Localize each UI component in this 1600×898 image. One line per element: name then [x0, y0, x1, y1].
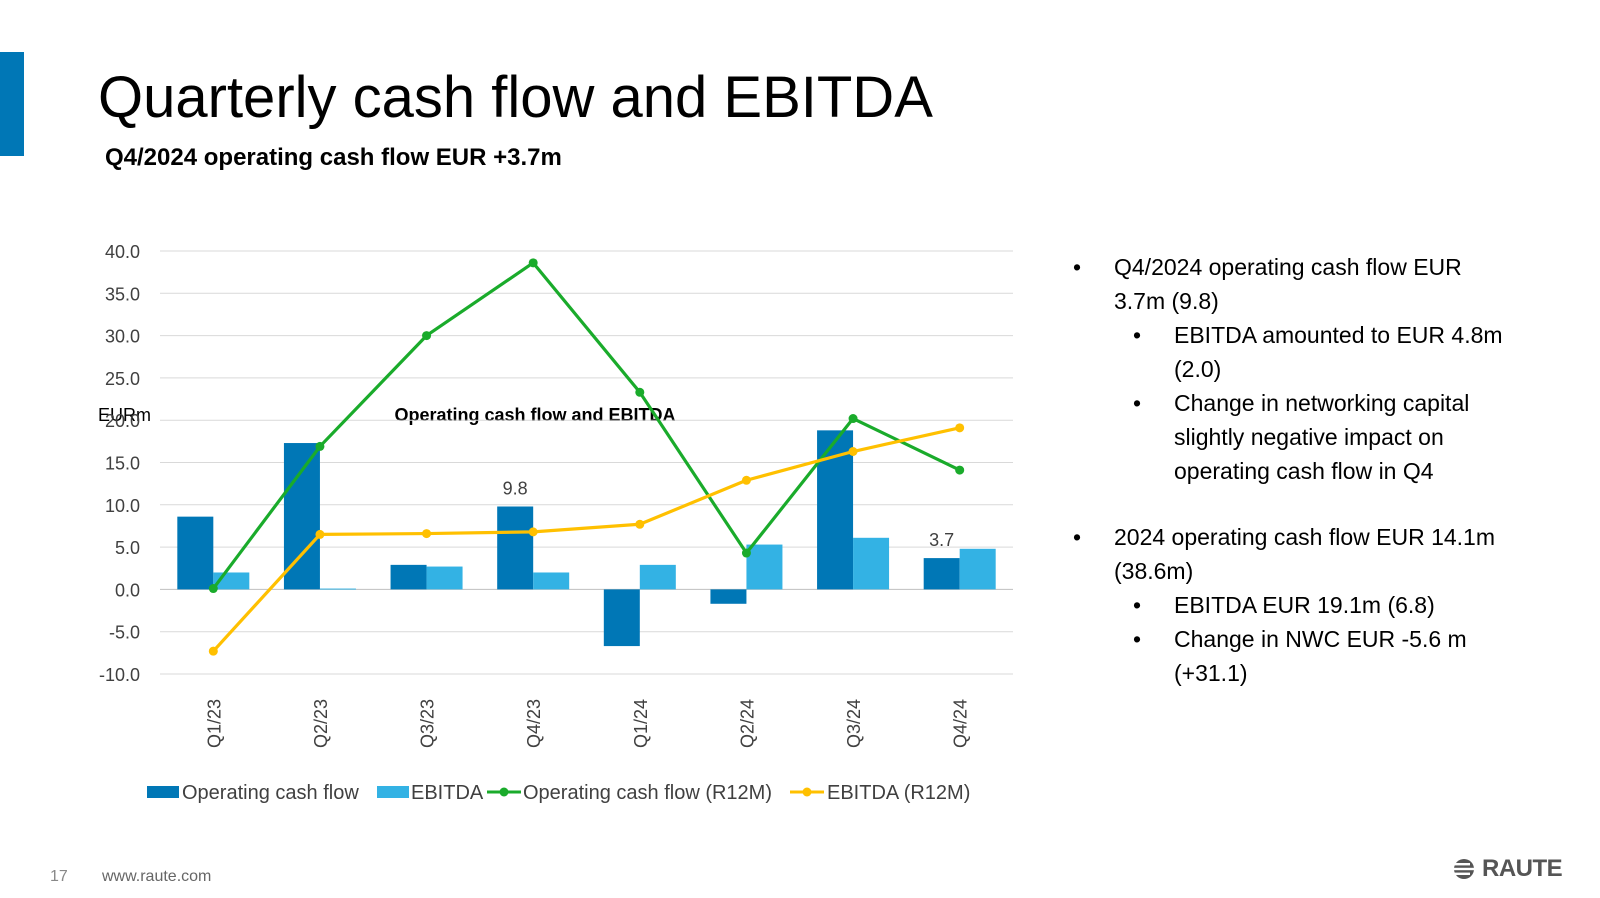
- point-ebitda-r12m: [422, 529, 432, 539]
- y-tick-label: 10.0: [105, 496, 140, 516]
- slide-title: Quarterly cash flow and EBITDA: [98, 65, 933, 130]
- raute-logo-icon: [1452, 859, 1474, 879]
- line-ebitda-r12m: [212, 426, 961, 653]
- bullet-list: • Q4/2024 operating cash flow EUR 3.7m (9.…: [1070, 250, 1540, 690]
- point-operating-cash-flow-r12m: [635, 387, 645, 397]
- bar-operating-cash-flow: [390, 564, 427, 590]
- bar-operating-cash-flow: [923, 558, 960, 590]
- bullet-dot-icon: •: [1073, 254, 1082, 280]
- y-tick-label: 40.0: [105, 242, 140, 262]
- bar-operating-cash-flow: [603, 589, 640, 647]
- bullet-text-line: EBITDA amounted to EUR 4.8m: [1174, 322, 1503, 348]
- bullet-dot-icon: •: [1073, 524, 1082, 550]
- point-ebitda-r12m: [848, 447, 858, 457]
- bullet-text-line: slightly negative impact on: [1174, 424, 1444, 450]
- bullet-text-line: (+31.1): [1174, 660, 1248, 686]
- bullet-text-line: operating cash flow in Q4: [1174, 458, 1434, 484]
- bullet-text-line: Q4/2024 operating cash flow EUR: [1114, 254, 1462, 280]
- x-tick-label: Q3/23: [418, 699, 438, 748]
- bar-ebitda: [746, 544, 783, 590]
- x-tick-label: Q2/24: [737, 699, 757, 748]
- y-tick-label: 5.0: [115, 538, 140, 558]
- raute-logo: RAUTE: [1452, 855, 1563, 883]
- x-tick-label: Q2/23: [311, 699, 331, 748]
- bar-ebitda: [853, 537, 890, 590]
- point-operating-cash-flow-r12m: [315, 441, 325, 451]
- legend-label: Operating cash flow: [182, 782, 359, 804]
- bullet-dot-icon: •: [1133, 626, 1142, 652]
- x-tick-label: Q3/24: [844, 699, 864, 748]
- y-tick-label: -5.0: [109, 623, 140, 643]
- raute-logo-text: RAUTE: [1482, 855, 1563, 882]
- point-ebitda-r12m: [635, 519, 645, 529]
- point-ebitda-r12m: [955, 423, 965, 433]
- page-number: 17: [50, 868, 68, 885]
- sub-bullet-item: • EBITDA EUR 19.1m (6.8): [1070, 588, 1540, 622]
- y-tick-label: 25.0: [105, 369, 140, 389]
- bar-operating-cash-flow: [497, 506, 534, 590]
- bullet-dot-icon: •: [1133, 390, 1142, 416]
- legend-label: EBITDA: [411, 782, 484, 804]
- sub-bullet-item: • EBITDA amounted to EUR 4.8m (2.0): [1070, 318, 1540, 386]
- point-ebitda-r12m: [528, 527, 538, 537]
- legend-swatch: [147, 786, 179, 798]
- bar-ebitda: [319, 588, 356, 590]
- legend-swatch-marker: [802, 787, 812, 797]
- bullet-dot-icon: •: [1133, 592, 1142, 618]
- sub-bullet-item: • Change in networking capital slightly ne…: [1070, 386, 1540, 488]
- bullet-text-line: EBITDA EUR 19.1m (6.8): [1174, 592, 1435, 618]
- y-tick-label: -10.0: [99, 665, 140, 685]
- bullet-dot-icon: •: [1133, 322, 1142, 348]
- point-operating-cash-flow-r12m: [848, 414, 858, 424]
- bar-operating-cash-flow: [177, 516, 214, 590]
- legend-swatch-marker: [499, 787, 509, 797]
- data-label: 9.8: [503, 478, 528, 498]
- legend-swatch: [377, 786, 409, 798]
- bar-ebitda: [533, 572, 570, 590]
- x-tick-label: Q4/23: [524, 699, 544, 748]
- point-ebitda-r12m: [208, 646, 218, 656]
- y-tick-label: 20.0: [105, 411, 140, 431]
- point-operating-cash-flow-r12m: [955, 465, 965, 475]
- bullet-text-line: (38.6m): [1114, 558, 1194, 584]
- data-label: 3.7: [929, 530, 954, 550]
- bullet-text-line: Change in NWC EUR -5.6 m: [1174, 626, 1467, 652]
- y-tick-label: 30.0: [105, 327, 140, 347]
- bar-ebitda: [426, 566, 463, 590]
- point-operating-cash-flow-r12m: [422, 331, 432, 341]
- chart-title: Operating cash flow and EBITDA: [394, 405, 675, 425]
- point-ebitda-r12m: [315, 529, 325, 539]
- legend-label: Operating cash flow (R12M): [523, 782, 772, 804]
- point-operating-cash-flow-r12m: [741, 548, 751, 558]
- bullet-item: • Q4/2024 operating cash flow EUR 3.7m (9.…: [1070, 250, 1540, 318]
- cash-flow-ebitda-chart: Operating cash flow and EBITDA EURm 40.0 35…: [98, 242, 1013, 804]
- y-axis-label: EURm: [98, 405, 151, 425]
- x-tick-label: Q1/24: [631, 699, 651, 748]
- bar-ebitda: [959, 548, 996, 590]
- point-ebitda-r12m: [741, 475, 751, 485]
- point-operating-cash-flow-r12m: [208, 584, 218, 594]
- bullet-gap: [1070, 488, 1540, 520]
- point-operating-cash-flow-r12m: [528, 258, 538, 268]
- y-tick-label: 0.0: [115, 580, 140, 600]
- x-tick-label: Q4/24: [951, 699, 971, 748]
- line-operating-cash-flow-r12m: [212, 261, 961, 590]
- y-tick-label: 35.0: [105, 284, 140, 304]
- sub-bullet-item: • Change in NWC EUR -5.6 m (+31.1): [1070, 622, 1540, 690]
- bullet-text-line: (2.0): [1174, 356, 1222, 382]
- bullet-text-line: Change in networking capital: [1174, 390, 1470, 416]
- bullet-item: • 2024 operating cash flow EUR 14.1m (38.6…: [1070, 520, 1540, 588]
- y-tick-label: 15.0: [105, 454, 140, 474]
- bar-operating-cash-flow: [710, 589, 747, 604]
- legend-label: EBITDA (R12M): [827, 782, 970, 804]
- x-tick-label: Q1/23: [204, 699, 224, 748]
- footer-url: www.raute.com: [102, 868, 212, 885]
- slide-subtitle: Q4/2024 operating cash flow EUR +3.7m: [105, 144, 562, 171]
- bullet-text-line: 3.7m (9.8): [1114, 288, 1219, 314]
- bullet-text-line: 2024 operating cash flow EUR 14.1m: [1114, 524, 1495, 550]
- accent-bar: [0, 52, 24, 156]
- bar-ebitda: [639, 564, 676, 590]
